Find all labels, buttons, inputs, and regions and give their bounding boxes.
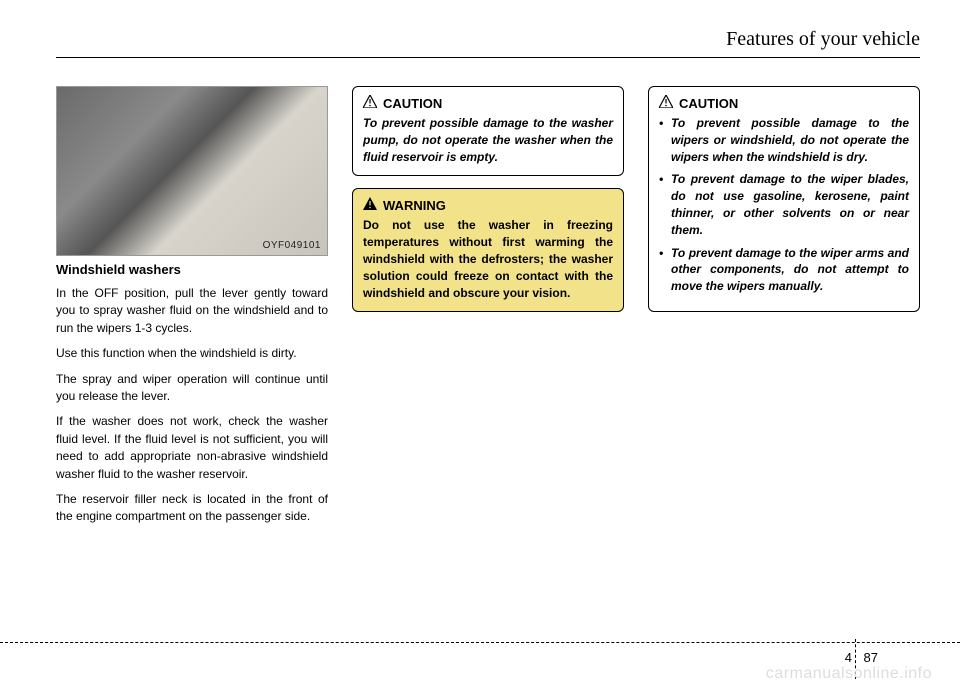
caution-label: CAUTION <box>679 96 738 111</box>
body-paragraph: If the washer does not work, check the w… <box>56 413 328 483</box>
warning-title: WARNING <box>363 197 613 213</box>
column-2: CAUTION To prevent possible damage to th… <box>352 86 624 534</box>
section-header: Features of your vehicle <box>56 28 920 58</box>
caution-bullet-list: To prevent possible damage to the wipers… <box>659 115 909 295</box>
caution-label: CAUTION <box>383 96 442 111</box>
subheading-windshield-washers: Windshield washers <box>56 262 328 277</box>
caution-title: CAUTION <box>363 95 613 111</box>
caution-bullet: To prevent damage to the wiper arms and … <box>659 245 909 295</box>
figure-caption: OYF049101 <box>263 240 321 251</box>
caution-icon <box>363 95 377 111</box>
warning-icon <box>363 197 377 213</box>
wiper-stalk-figure: OYF049101 <box>56 86 328 256</box>
watermark: carmanualsonline.info <box>766 665 932 683</box>
body-paragraph: The reservoir filler neck is located in … <box>56 491 328 526</box>
body-paragraph: Use this function when the windshield is… <box>56 345 328 362</box>
column-3: CAUTION To prevent possible damage to th… <box>648 86 920 534</box>
caution-title: CAUTION <box>659 95 909 111</box>
warning-box: WARNING Do not use the washer in freezin… <box>352 188 624 312</box>
caution-box-list: CAUTION To prevent possible damage to th… <box>648 86 920 312</box>
page-chapter-number: 4 <box>845 650 852 665</box>
caution-text: To prevent possible damage to the washer… <box>363 115 613 165</box>
column-1: OYF049101 Windshield washers In the OFF … <box>56 86 328 534</box>
body-paragraph: The spray and wiper operation will conti… <box>56 371 328 406</box>
content-columns: OYF049101 Windshield washers In the OFF … <box>56 86 920 534</box>
body-paragraph: In the OFF position, pull the lever gent… <box>56 285 328 337</box>
caution-bullet: To prevent possible damage to the wipers… <box>659 115 909 165</box>
warning-label: WARNING <box>383 198 446 213</box>
caution-box: CAUTION To prevent possible damage to th… <box>352 86 624 176</box>
caution-bullet: To prevent damage to the wiper blades, d… <box>659 171 909 238</box>
caution-icon <box>659 95 673 111</box>
warning-text: Do not use the washer in freezing temper… <box>363 217 613 301</box>
page-number: 87 <box>864 650 878 665</box>
footer-divider <box>0 642 960 643</box>
